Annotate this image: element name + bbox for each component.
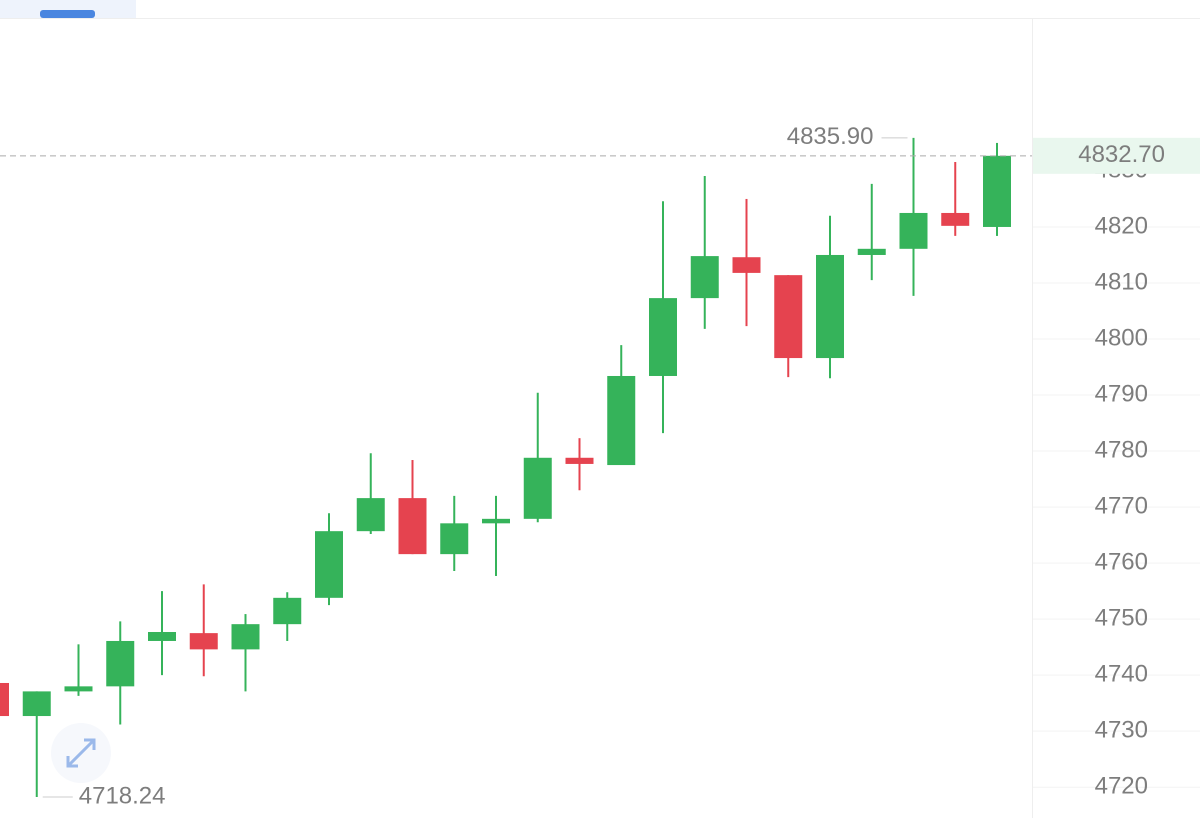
y-tick-label: 4800 [1095,324,1148,351]
y-tick-label: 4760 [1095,548,1148,575]
y-tick-label: 4750 [1095,604,1148,631]
candle-body [941,212,970,226]
y-tick-label: 4720 [1095,773,1148,800]
candle-body [440,523,469,555]
candle-body [22,691,51,717]
last-price-label: 4832.70 [1078,141,1165,168]
candle-body [482,518,510,524]
candle-body [565,457,594,464]
candle-body [356,498,385,532]
candle-body [899,212,928,249]
active-tab[interactable] [40,10,95,18]
expand-button[interactable] [51,723,111,783]
y-tick-label: 4820 [1095,212,1148,239]
candle-body [398,498,427,555]
candle-body [816,254,844,359]
candle-body [732,257,761,273]
y-tick-label: 4740 [1095,660,1148,687]
candle-body [315,531,343,598]
candle-body [148,632,176,641]
candle-body [857,248,886,255]
candle-body [607,375,636,466]
candle-body [231,624,260,650]
y-tick-label: 4780 [1095,436,1148,463]
candle-body [774,275,803,359]
candle-body [983,155,1011,227]
last-price-box [1033,137,1200,174]
max-label: 4835.90 [787,123,874,150]
candle-body [690,256,719,299]
candle-body [523,457,552,519]
y-tick-label: 4790 [1095,380,1148,407]
min-label: 4718.24 [79,782,166,809]
candle-body [273,597,302,625]
y-tick-label: 4730 [1095,717,1148,744]
candle-body [64,686,93,692]
tab-bar [0,0,136,18]
candle-body [189,633,218,650]
candle-body [106,640,135,687]
candle-body [0,682,9,717]
candle-body [649,298,677,376]
y-tick-label: 4770 [1095,492,1148,519]
y-tick-label: 4810 [1095,268,1148,295]
